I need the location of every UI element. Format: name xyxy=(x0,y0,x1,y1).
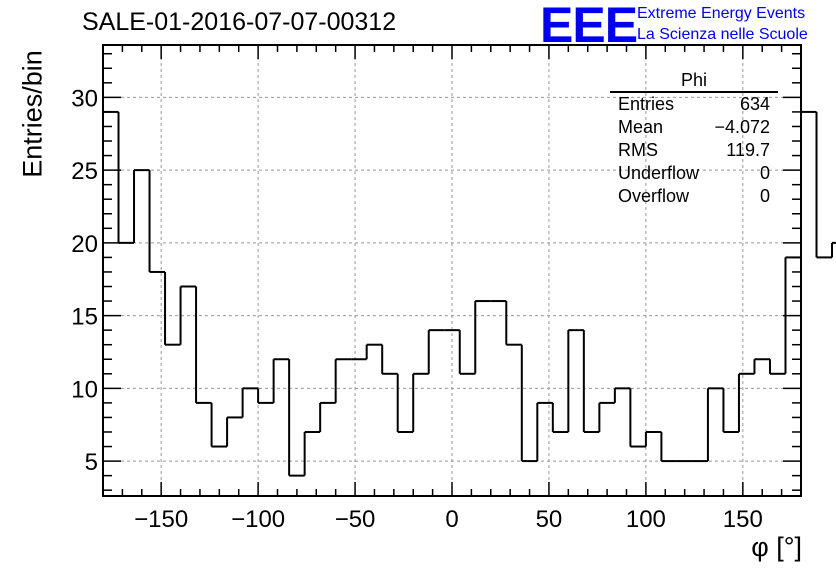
x-tick-label: 0 xyxy=(445,506,458,533)
y-tick-label: 15 xyxy=(71,304,98,331)
stats-label: Mean xyxy=(618,117,664,137)
stats-value: 0 xyxy=(759,163,770,183)
org-line-1: Extreme Energy Events xyxy=(637,5,806,22)
y-tick-label: 5 xyxy=(85,449,98,476)
stats-row: Mean −4.072 xyxy=(610,116,778,139)
y-tick-label: 20 xyxy=(71,231,98,258)
stats-value: 0 xyxy=(759,186,770,206)
x-tick-label: −100 xyxy=(231,506,285,533)
x-axis-label: φ [°] xyxy=(751,532,802,562)
organization-name: Extreme Energy Events La Scienza nelle S… xyxy=(637,3,808,45)
stats-row: RMS 119.7 xyxy=(610,139,778,162)
y-tick-label: 25 xyxy=(71,158,98,185)
stats-value: 634 xyxy=(739,94,770,114)
y-axis-label: Entries/bin xyxy=(17,50,48,178)
stats-label: Overflow xyxy=(618,186,690,206)
stats-row: Underflow 0 xyxy=(610,162,778,185)
x-tick-label: −150 xyxy=(134,506,188,533)
stats-value: −4.072 xyxy=(714,117,770,137)
stats-label: Underflow xyxy=(618,163,700,183)
x-tick-label: 50 xyxy=(536,506,563,533)
y-tick-label: 10 xyxy=(71,376,98,403)
stats-box: Phi Entries 634 Mean −4.072 RMS 119.7 Underflo… xyxy=(610,70,778,208)
stats-row: Overflow 0 xyxy=(610,185,778,208)
x-tick-label: −50 xyxy=(335,506,376,533)
stats-label: RMS xyxy=(618,140,658,160)
chart-title: SALE-01-2016-07-07-00312 xyxy=(82,8,397,36)
org-line-2: La Scienza nelle Scuole xyxy=(637,26,808,43)
stats-value: 119.7 xyxy=(726,140,770,160)
x-tick-label: 150 xyxy=(723,506,763,533)
y-tick-label: 30 xyxy=(71,85,98,112)
stats-label: Entries xyxy=(618,94,675,114)
x-tick-label: 100 xyxy=(626,506,666,533)
stats-row: Entries 634 xyxy=(610,93,778,116)
stats-title: Phi xyxy=(610,70,778,93)
